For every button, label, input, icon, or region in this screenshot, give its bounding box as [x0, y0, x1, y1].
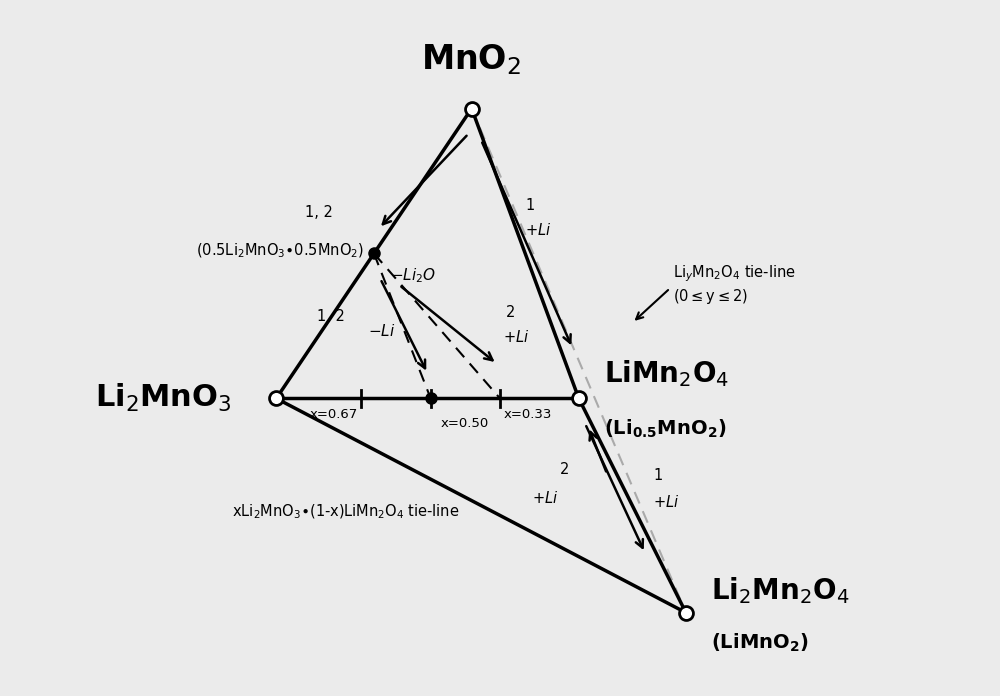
Text: 2: 2: [560, 462, 569, 477]
Text: $+Li$: $+Li$: [653, 494, 680, 510]
Text: 2: 2: [506, 305, 516, 319]
Text: $+Li$: $+Li$: [532, 490, 559, 506]
Text: 1, 2: 1, 2: [305, 205, 333, 220]
Text: 1, 2: 1, 2: [317, 309, 345, 324]
Text: xLi$_2$MnO$_3$$\bullet$(1-x)LiMn$_2$O$_4$ tie-line: xLi$_2$MnO$_3$$\bullet$(1-x)LiMn$_2$O$_4…: [232, 503, 460, 521]
Text: $+Li$: $+Li$: [525, 222, 552, 238]
Text: $+Li$: $+Li$: [503, 329, 530, 345]
Text: ($\mathbf{LiMnO_2}$): ($\mathbf{LiMnO_2}$): [711, 631, 808, 654]
Text: x=0.67: x=0.67: [310, 408, 358, 421]
Text: ($\mathbf{Li_{0.5}MnO_2}$): ($\mathbf{Li_{0.5}MnO_2}$): [604, 418, 726, 440]
Text: Li$_2$MnO$_3$: Li$_2$MnO$_3$: [95, 382, 232, 414]
Text: x=0.50: x=0.50: [440, 418, 488, 430]
Text: Li$_2$Mn$_2$O$_4$: Li$_2$Mn$_2$O$_4$: [711, 576, 850, 606]
Text: x=0.33: x=0.33: [503, 408, 552, 421]
Text: LiMn$_2$O$_4$: LiMn$_2$O$_4$: [604, 358, 729, 389]
Text: (0.5Li$_2$MnO$_3$$\bullet$0.5MnO$_2$): (0.5Li$_2$MnO$_3$$\bullet$0.5MnO$_2$): [196, 241, 365, 260]
Text: Li$_y$Mn$_2$O$_4$ tie-line
(0$\leq$y$\leq$2): Li$_y$Mn$_2$O$_4$ tie-line (0$\leq$y$\le…: [673, 264, 796, 306]
Text: 1: 1: [653, 468, 662, 484]
Text: 1: 1: [525, 198, 534, 212]
Text: $-Li_2O$: $-Li_2O$: [390, 266, 436, 285]
Text: $-Li$: $-Li$: [368, 323, 395, 339]
Text: MnO$_2$: MnO$_2$: [421, 42, 522, 77]
